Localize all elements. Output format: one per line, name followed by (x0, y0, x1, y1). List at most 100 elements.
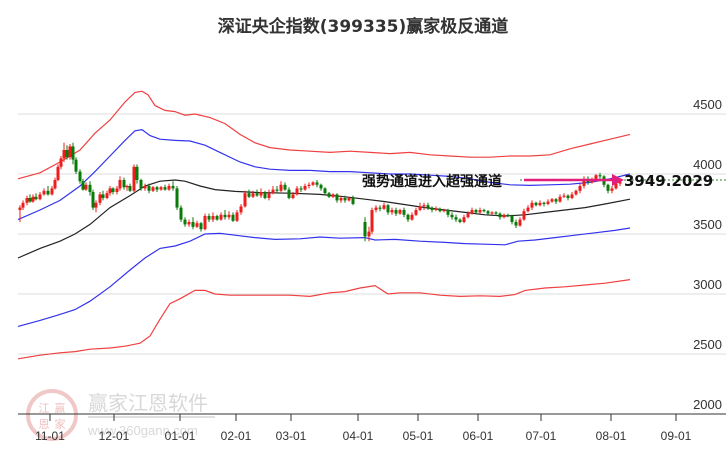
candle (267, 189, 271, 201)
candles (18, 142, 622, 242)
candle (347, 196, 351, 202)
candle (426, 202, 430, 210)
band-outer_upper (17, 90, 631, 180)
candle (343, 195, 347, 203)
candle (474, 208, 478, 214)
candle (139, 178, 143, 191)
candle (128, 183, 132, 192)
candle (98, 192, 102, 206)
candle (31, 194, 35, 203)
candle (247, 189, 251, 198)
candle (223, 210, 227, 220)
candle (550, 198, 554, 203)
candle (108, 186, 112, 196)
candle (398, 208, 402, 215)
annotation: 强势通道进入超强通道 3949.2029 (362, 172, 713, 190)
candle (554, 198, 558, 204)
candle (118, 176, 122, 191)
candle (307, 182, 311, 189)
candle (199, 222, 203, 232)
watermark-brand: 赢家江恩软件 (88, 391, 208, 415)
candle (303, 183, 307, 191)
candle (462, 214, 466, 224)
candle (191, 217, 195, 230)
candle (235, 210, 239, 222)
band-outer_lower (17, 279, 631, 360)
candle (610, 186, 614, 194)
watermark-seal-icon (26, 389, 78, 441)
candle (279, 181, 283, 192)
candle (179, 205, 183, 222)
candle (363, 217, 367, 242)
y-tick-label: 2000 (693, 397, 722, 412)
candle (466, 211, 470, 219)
candle (135, 164, 139, 184)
candle (147, 183, 151, 194)
candle (518, 217, 522, 227)
watermark-seal-char: 家 (55, 417, 66, 431)
candle (530, 200, 534, 210)
candle (183, 217, 187, 227)
chart-title: 深证央企指数(399335)赢家极反通道 (217, 17, 509, 37)
candle (434, 206, 438, 212)
candle (50, 186, 54, 196)
candle (386, 204, 390, 215)
candle (251, 190, 255, 198)
candle (84, 182, 88, 191)
candle (243, 190, 247, 208)
candle (263, 190, 267, 200)
candle (570, 192, 574, 200)
candle (159, 186, 163, 191)
x-tick-label: 03-01 (276, 429, 307, 443)
watermark-seal-char: 赢 (55, 401, 66, 415)
band-inner_lower (17, 227, 631, 327)
candle (275, 186, 279, 194)
candle (438, 207, 442, 213)
candle (271, 186, 275, 195)
candle (410, 212, 414, 221)
candle (287, 187, 291, 200)
candle (283, 182, 287, 191)
candle (450, 212, 454, 220)
last-price-label: 3949.2029 (624, 172, 713, 190)
candle (111, 187, 115, 195)
x-tick-label: 11-01 (35, 429, 65, 443)
candle (394, 207, 398, 216)
candle (255, 189, 259, 197)
candle (351, 195, 355, 206)
y-tick-label: 4500 (693, 97, 722, 112)
candle (175, 186, 179, 210)
candle (219, 212, 223, 221)
candle (25, 195, 29, 206)
candle (259, 188, 263, 198)
x-axis: 11-01 12-01 01-01 02-01 03-01 04-01 05-01 06-01… (18, 413, 726, 443)
candle (74, 157, 78, 174)
candle (291, 192, 295, 200)
candle (171, 181, 175, 191)
x-tick-label: 06-01 (463, 429, 494, 443)
candle (151, 186, 155, 192)
watermark-seal-char: 江 (39, 402, 50, 415)
candle (430, 206, 434, 213)
candle (68, 144, 72, 160)
candle (115, 186, 119, 195)
candle (446, 208, 450, 218)
candle (56, 164, 60, 182)
candle (510, 214, 514, 225)
candle (482, 208, 486, 213)
candle (21, 200, 25, 210)
watermark-url: www.360gann.com (87, 423, 198, 438)
band-inner_upper (17, 128, 631, 221)
candle (59, 156, 63, 170)
candle (454, 214, 458, 222)
candle (81, 178, 85, 191)
candle (490, 211, 494, 215)
candle (105, 190, 109, 200)
candle (88, 181, 92, 196)
candle (327, 192, 331, 198)
candle (53, 177, 57, 190)
annotation-text: 强势通道进入超强通道 (362, 173, 502, 190)
candle (582, 176, 586, 189)
candle (422, 202, 426, 210)
candle (42, 188, 46, 196)
